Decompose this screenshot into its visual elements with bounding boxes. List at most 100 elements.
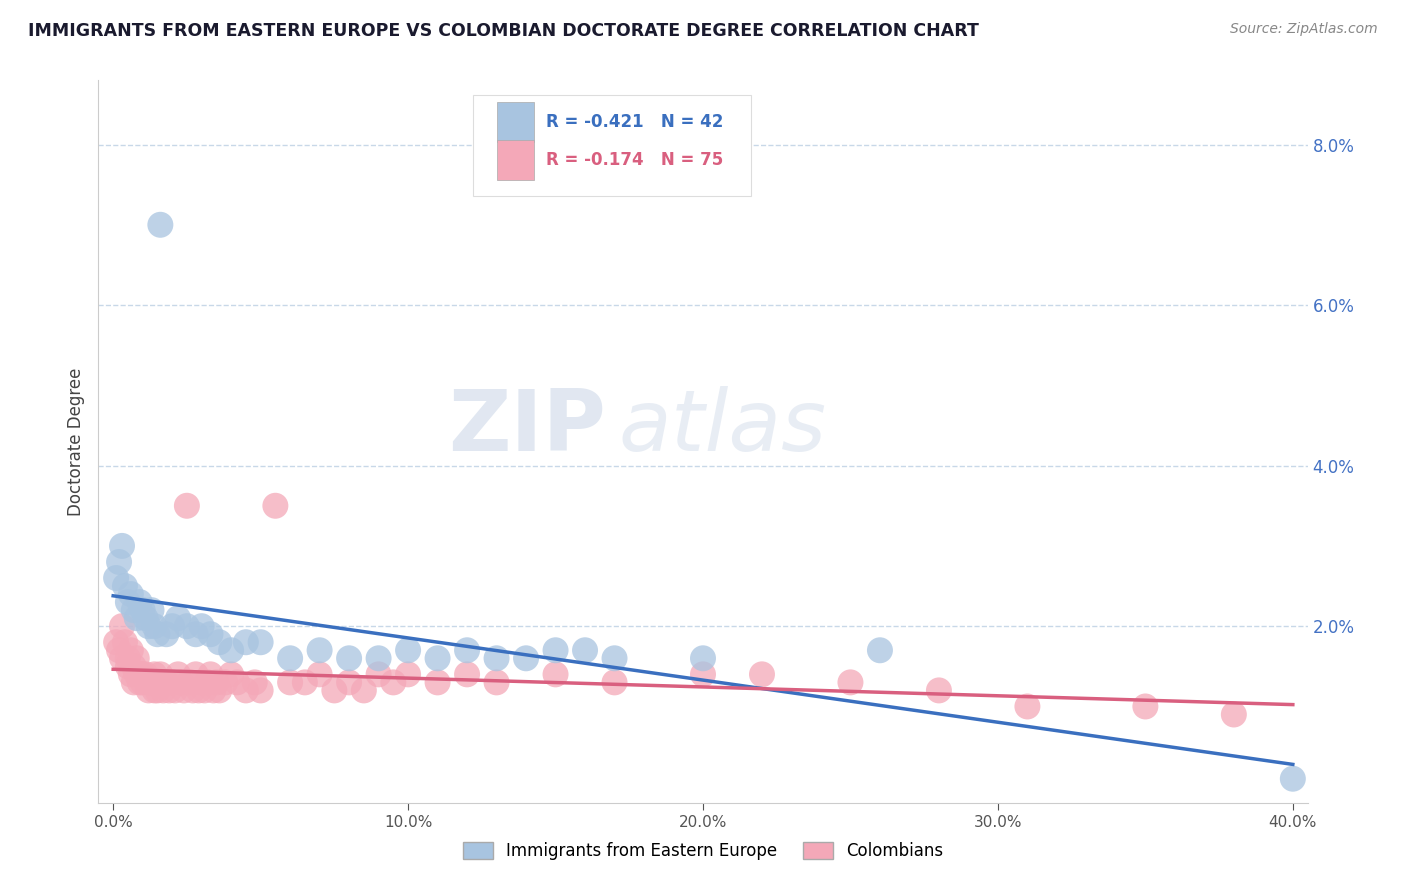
Point — [839, 675, 862, 690]
Point — [114, 579, 136, 593]
Point — [367, 667, 389, 681]
Point — [214, 675, 236, 690]
Point — [117, 595, 139, 609]
Point — [152, 683, 174, 698]
Point — [337, 651, 360, 665]
Point — [143, 619, 166, 633]
Point — [456, 643, 478, 657]
Point — [200, 667, 222, 681]
Point — [120, 667, 142, 681]
Point — [125, 651, 148, 665]
Point — [202, 683, 225, 698]
FancyBboxPatch shape — [474, 95, 751, 196]
Point — [751, 667, 773, 681]
Point — [544, 667, 567, 681]
FancyBboxPatch shape — [498, 140, 534, 179]
Legend: Immigrants from Eastern Europe, Colombians: Immigrants from Eastern Europe, Colombia… — [457, 835, 949, 867]
Point — [544, 643, 567, 657]
Point — [155, 675, 177, 690]
Point — [485, 675, 508, 690]
Point — [249, 635, 271, 649]
Point — [149, 218, 172, 232]
Point — [181, 683, 204, 698]
Point — [485, 651, 508, 665]
Point — [141, 603, 163, 617]
Point — [208, 683, 231, 698]
Point — [141, 675, 163, 690]
Point — [160, 619, 183, 633]
Point — [869, 643, 891, 657]
Point — [308, 667, 330, 681]
Point — [235, 683, 257, 698]
Point — [1282, 772, 1305, 786]
Point — [125, 667, 148, 681]
Point — [456, 667, 478, 681]
Point — [131, 603, 153, 617]
Point — [122, 603, 145, 617]
Point — [396, 643, 419, 657]
Point — [146, 627, 169, 641]
Point — [337, 675, 360, 690]
Point — [194, 683, 217, 698]
Point — [197, 675, 219, 690]
Point — [367, 651, 389, 665]
Point — [111, 651, 134, 665]
Point — [105, 635, 128, 649]
Point — [382, 675, 405, 690]
Point — [131, 675, 153, 690]
Point — [176, 619, 198, 633]
Text: IMMIGRANTS FROM EASTERN EUROPE VS COLOMBIAN DOCTORATE DEGREE CORRELATION CHART: IMMIGRANTS FROM EASTERN EUROPE VS COLOMB… — [28, 22, 979, 40]
Point — [692, 651, 714, 665]
Point — [205, 675, 228, 690]
Point — [308, 643, 330, 657]
Text: ZIP: ZIP — [449, 385, 606, 468]
Point — [138, 683, 160, 698]
Point — [219, 667, 242, 681]
Point — [146, 675, 169, 690]
Point — [167, 611, 190, 625]
Point — [264, 499, 287, 513]
Point — [138, 675, 160, 690]
Point — [278, 675, 301, 690]
Point — [143, 667, 166, 681]
Point — [928, 683, 950, 698]
Point — [176, 499, 198, 513]
Text: R = -0.174   N = 75: R = -0.174 N = 75 — [546, 151, 723, 169]
Point — [574, 643, 596, 657]
Text: Source: ZipAtlas.com: Source: ZipAtlas.com — [1230, 22, 1378, 37]
Point — [249, 683, 271, 698]
Point — [323, 683, 346, 698]
Point — [120, 587, 142, 601]
Point — [128, 595, 150, 609]
Point — [128, 667, 150, 681]
Point — [157, 683, 180, 698]
Point — [149, 667, 172, 681]
Point — [243, 675, 266, 690]
Point — [426, 675, 449, 690]
Point — [426, 651, 449, 665]
Point — [143, 683, 166, 698]
Point — [135, 611, 157, 625]
Point — [108, 643, 131, 657]
Point — [122, 675, 145, 690]
Point — [187, 683, 209, 698]
Point — [179, 675, 201, 690]
Point — [219, 643, 242, 657]
Point — [120, 643, 142, 657]
Point — [167, 667, 190, 681]
Point — [515, 651, 537, 665]
Point — [160, 675, 183, 690]
Point — [226, 675, 249, 690]
Point — [184, 667, 207, 681]
Point — [692, 667, 714, 681]
Point — [125, 611, 148, 625]
Point — [135, 667, 157, 681]
Point — [294, 675, 316, 690]
Point — [152, 675, 174, 690]
Point — [603, 651, 626, 665]
Y-axis label: Doctorate Degree: Doctorate Degree — [66, 368, 84, 516]
Point — [146, 683, 169, 698]
Point — [173, 683, 195, 698]
Text: R = -0.421   N = 42: R = -0.421 N = 42 — [546, 113, 723, 131]
Point — [1223, 707, 1246, 722]
